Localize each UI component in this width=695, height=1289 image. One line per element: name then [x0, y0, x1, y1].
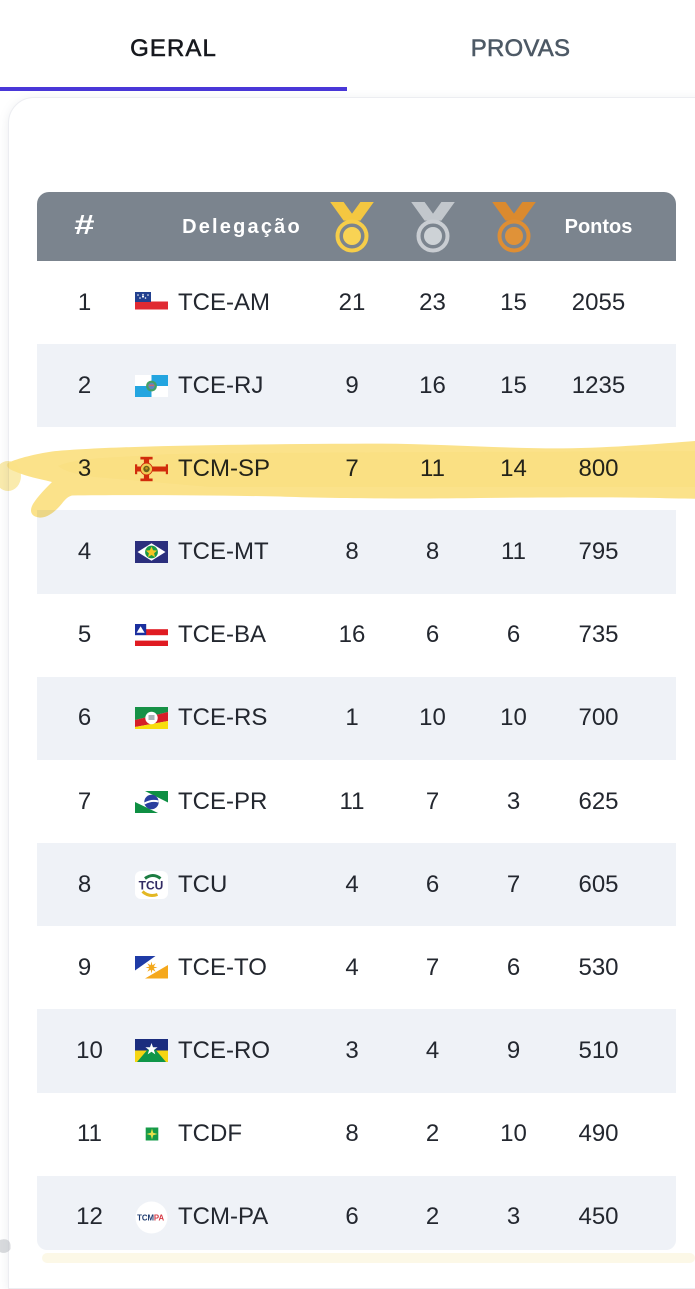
svg-text:TCU: TCU [139, 878, 164, 892]
svg-text:PA: PA [154, 1213, 165, 1222]
svg-text:TCM: TCM [137, 1213, 154, 1222]
